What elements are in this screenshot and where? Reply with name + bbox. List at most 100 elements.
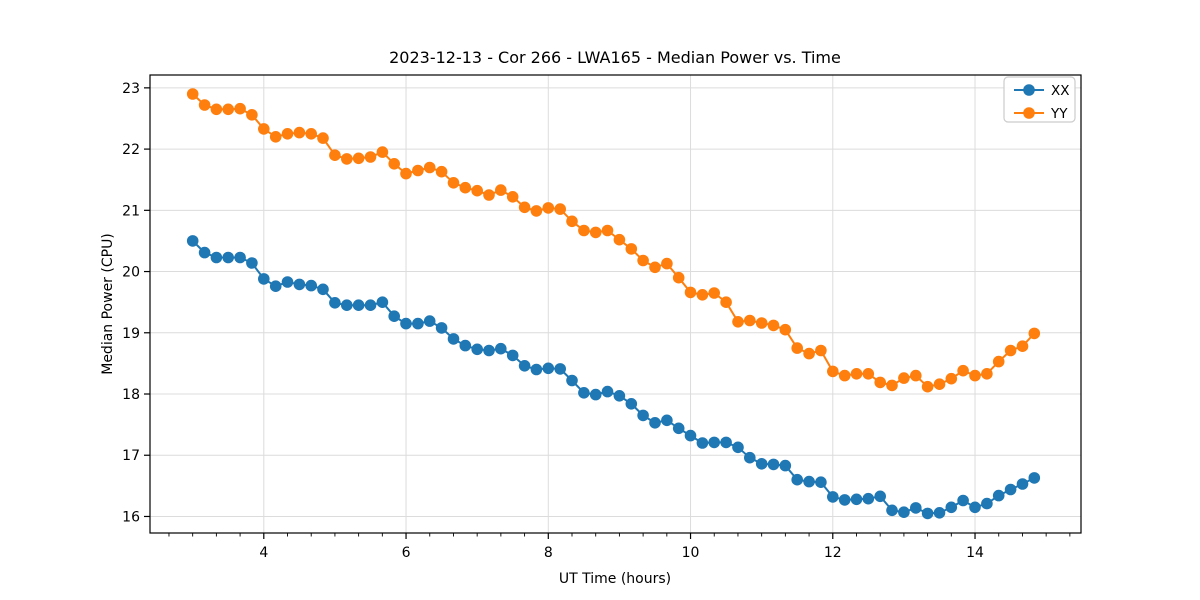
series-YY-marker <box>803 347 815 360</box>
series-XX-marker <box>779 459 792 472</box>
series-YY-marker <box>969 369 981 382</box>
series-YY-marker <box>269 131 282 143</box>
series-YY-marker <box>945 372 958 385</box>
series-YY-marker <box>435 165 448 178</box>
series-YY-marker <box>352 152 365 165</box>
x-axis-label: UT Time (hours) <box>559 571 671 587</box>
series-YY-marker <box>708 287 720 299</box>
series-XX-marker <box>542 362 555 375</box>
series-XX-marker <box>992 489 1005 502</box>
series-XX-marker <box>886 504 898 517</box>
series-XX-marker <box>281 276 294 288</box>
series-YY-marker <box>388 158 401 170</box>
series-XX-marker <box>423 315 436 327</box>
series-YY-marker <box>566 215 578 228</box>
chart-title: 2023-12-13 - Cor 266 - LWA165 - Median P… <box>389 48 841 67</box>
series-XX-marker <box>364 299 377 312</box>
series-YY-marker <box>530 205 543 217</box>
series-XX-marker <box>518 360 531 372</box>
series-XX-marker <box>329 297 341 309</box>
series-YY-marker <box>957 364 969 377</box>
series-YY-marker <box>1004 344 1017 357</box>
series-YY-marker <box>910 369 922 382</box>
series-XX-marker <box>269 280 282 293</box>
data-series-layer <box>186 88 1041 520</box>
series-YY-marker <box>234 102 246 115</box>
series-YY-marker <box>447 177 460 189</box>
series-XX-marker <box>459 339 472 352</box>
series-XX-marker <box>696 437 709 449</box>
series-XX-marker <box>293 278 306 291</box>
series-YY-marker <box>495 184 507 196</box>
series-YY-marker <box>459 181 472 194</box>
y-axis-label: Median Power (CPU) <box>100 233 116 375</box>
y-tick-label: 18 <box>122 387 140 403</box>
series-XX-marker <box>1016 478 1029 490</box>
series-XX-marker <box>471 343 484 356</box>
x-tick-label: 12 <box>824 545 842 561</box>
series-XX-marker <box>862 492 875 505</box>
series-YY-marker <box>1028 327 1041 340</box>
series-YY-marker <box>815 344 827 357</box>
series-XX-marker <box>483 344 495 357</box>
series-YY-marker <box>412 164 424 177</box>
series-XX-marker <box>1004 483 1017 496</box>
series-XX-marker <box>601 385 614 398</box>
series-XX-marker <box>957 494 969 507</box>
series-YY-marker <box>992 355 1005 368</box>
series-XX-marker <box>720 436 732 449</box>
series-YY-marker <box>317 132 329 144</box>
series-XX-marker <box>234 251 246 264</box>
series-YY-marker <box>198 99 211 111</box>
series-YY-marker <box>921 380 934 393</box>
series-YY-marker <box>744 314 756 327</box>
tick-layer: 4 6 8 10 12 14 16 17 18 19 20 21 22 23 <box>122 81 1071 561</box>
series-XX-marker <box>554 363 566 375</box>
series-YY-marker <box>850 368 863 380</box>
series-YY-marker <box>720 296 732 309</box>
y-tick-label: 22 <box>122 142 140 158</box>
x-tick-label: 6 <box>402 545 411 561</box>
series-YY-marker <box>898 372 910 384</box>
series-YY-marker <box>305 128 318 140</box>
x-tick-label: 8 <box>544 545 553 561</box>
series-XX-marker <box>495 342 507 355</box>
series-YY-marker <box>506 191 519 203</box>
series-XX-marker <box>578 387 590 399</box>
series-YY-marker <box>483 189 495 201</box>
series-XX-marker <box>1028 472 1041 484</box>
series-YY-marker <box>518 201 531 214</box>
series-YY-marker <box>827 365 839 378</box>
series-XX-marker <box>198 246 211 259</box>
y-tick-label: 17 <box>122 448 140 464</box>
series-XX-marker <box>613 390 626 402</box>
x-tick-label: 4 <box>259 545 268 561</box>
series-YY-marker <box>1016 340 1029 353</box>
series-XX-marker <box>744 451 756 464</box>
series-YY-marker <box>293 126 306 139</box>
series-XX-marker <box>649 417 661 429</box>
series-XX-marker <box>589 388 602 401</box>
series-XX-marker <box>341 299 353 312</box>
series-XX-marker <box>317 283 329 296</box>
series-YY-marker <box>601 224 614 237</box>
series-XX-marker <box>672 422 685 435</box>
series-YY-marker <box>281 128 294 140</box>
legend-XX-label: XX <box>1051 83 1070 99</box>
legend-YY-marker <box>1023 107 1035 119</box>
y-tick-label: 21 <box>122 203 140 219</box>
series-YY-marker <box>874 376 886 389</box>
series-YY-marker <box>246 109 258 121</box>
series-XX-marker <box>222 251 234 264</box>
series-YY-marker <box>613 233 626 246</box>
series-XX-marker <box>827 491 839 503</box>
series-XX-marker <box>910 502 922 514</box>
series-YY-marker <box>791 342 803 354</box>
legend-XX-marker <box>1023 84 1035 96</box>
series-XX-marker <box>566 374 578 387</box>
series-YY-marker <box>625 243 638 255</box>
series-XX-marker <box>815 476 827 489</box>
series-YY-marker <box>779 323 792 336</box>
series-YY-marker <box>732 316 744 328</box>
